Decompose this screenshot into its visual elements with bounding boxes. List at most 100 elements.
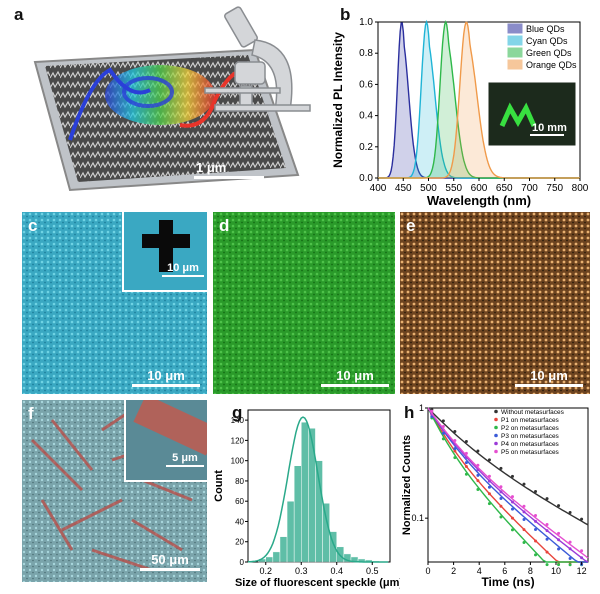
inset-photo-m-logo: [499, 102, 537, 128]
decay-point-4: [487, 479, 491, 483]
x-tick-label-4: 8: [528, 566, 533, 576]
decay-point-2: [557, 563, 561, 567]
legend-label-2: Green QDs: [526, 48, 572, 58]
inset-photo-scale-bar: [530, 134, 564, 136]
decay-point-5: [568, 540, 572, 544]
y-tick-label-0: 0.0: [359, 173, 373, 184]
panel-b: b 10 mm 400 450 500 550 600 650 700 750 800 0.0 0.2…: [330, 0, 600, 210]
histogram-bar-1: [265, 556, 274, 563]
x-tick-label-8: 800: [572, 183, 589, 194]
decay-point-0: [487, 458, 491, 462]
legend-swatch-2: [507, 47, 523, 58]
panel-e-texture: [400, 212, 590, 394]
x-tick-label-7: 750: [546, 183, 563, 194]
panel-f-label: f: [28, 404, 34, 423]
decay-point-2: [522, 540, 526, 544]
decay-point-1: [522, 528, 526, 532]
y-tick-label-7: 140: [231, 416, 245, 425]
decay-point-3: [441, 431, 445, 435]
series-line-3: [378, 21, 580, 179]
decay-point-1: [499, 504, 503, 508]
panel-c-scale: 10 μm: [132, 368, 200, 387]
decay-point-2: [545, 563, 549, 567]
series-fill-0: [378, 23, 580, 178]
panel-a: 1 μm a: [0, 0, 330, 200]
x-tick-label-6: 12: [577, 566, 587, 576]
blue-trace: [68, 67, 151, 141]
decay-fit-5: [427, 407, 589, 559]
legend-label-4: P4 on metasurfaces: [501, 441, 560, 448]
panel-b-label: b: [340, 5, 351, 24]
decay-point-5: [441, 424, 445, 428]
decay-point-0: [499, 466, 503, 470]
histogram-bar-8: [315, 460, 323, 563]
decay-point-0: [568, 510, 572, 514]
y-tick-label-4: 80: [235, 477, 244, 486]
decay-fit-0: [427, 407, 589, 526]
decay-point-2: [476, 488, 480, 492]
y-tick-label-1: 0.2: [359, 142, 373, 153]
legend-marker-5: [494, 449, 498, 454]
y-tick-label-1: 20: [235, 538, 244, 547]
panel-h: h 0 2 4 6 8 10 12 0.1 1 Time (ns) Normalized Count…: [400, 400, 600, 589]
pl-spectra-chart: 10 mm 400 450 500 550 600 650 700 750 800 0.0 0.2 0.…: [331, 17, 589, 208]
x-tick-label-0: 0.2: [259, 566, 272, 576]
panel-a-scale-text: 1 μm: [196, 160, 226, 175]
x-tick-label-3: 6: [502, 566, 507, 576]
decay-point-5: [534, 513, 538, 517]
decay-point-4: [545, 529, 549, 533]
x-tick-label-4: 600: [471, 183, 488, 194]
x-axis-label: Time (ns): [481, 575, 534, 589]
plot-frame: [427, 407, 589, 563]
panel-a-scale-bar: [194, 176, 264, 179]
panel-f-scale: 50 μm: [140, 552, 200, 571]
y-tick-label-5: 1.0: [359, 17, 373, 28]
legend-marker-1: [494, 417, 498, 422]
decay-point-3: [453, 447, 457, 451]
panel-h-label: h: [404, 403, 415, 422]
legend-label-0: Blue QDs: [526, 24, 565, 34]
decay-point-3: [464, 461, 468, 465]
legend-swatch-3: [507, 59, 523, 70]
decay-point-2: [441, 437, 445, 441]
inset-photo-scale-text: 10 mm: [532, 122, 567, 134]
panel-d-label: d: [219, 216, 230, 235]
y-tick-label-2: 40: [235, 517, 244, 526]
decay-point-1: [464, 464, 468, 468]
legend-label-3: P3 on metasurfaces: [501, 433, 560, 440]
decay-point-4: [580, 556, 584, 560]
decay-point-5: [476, 463, 480, 467]
decay-fit-2: [427, 407, 588, 563]
y-tick-label-3: 60: [235, 497, 244, 506]
decay-point-5: [522, 504, 526, 508]
panel-c-inset: 10 μm: [122, 212, 207, 292]
decay-point-4: [557, 538, 561, 542]
histogram-bar-3: [279, 536, 288, 563]
decay-point-2: [499, 515, 503, 519]
legend-label-1: P1 on metasurfaces: [501, 417, 560, 424]
x-tick-label-2: 4: [477, 566, 482, 576]
decay-point-1: [534, 539, 538, 543]
decay-point-3: [476, 473, 480, 477]
speckle-size-histogram: 0.2 0.3 0.4 0.5 0 20 40 60 80 100 120 140 Size of fl…: [213, 409, 403, 589]
decay-point-2: [510, 528, 514, 532]
panel-g-label: g: [232, 403, 243, 422]
decay-point-0: [476, 449, 480, 453]
inset-photo-background: [487, 81, 577, 147]
legend-swatch-0: [507, 23, 523, 34]
x-tick-label-1: 0.3: [295, 566, 308, 576]
x-tick-label-5: 10: [551, 566, 561, 576]
panel-c-label: c: [28, 216, 38, 235]
panel-d-scale-text: 10 μm: [336, 368, 374, 383]
decay-point-0: [522, 482, 526, 486]
y-tick-label-5: 100: [231, 457, 245, 466]
decay-point-0: [580, 517, 584, 521]
decay-point-2: [568, 563, 572, 567]
panel-f-inset-scale-text: 5 μm: [172, 452, 198, 464]
decay-point-3: [430, 415, 434, 419]
legend-label-2: P2 on metasurfaces: [501, 425, 560, 432]
y-tick-label-1: 1: [419, 403, 424, 413]
decay-point-5: [510, 495, 514, 499]
decay-point-2: [464, 472, 468, 476]
panel-c-inset-scale: 10 μm: [162, 262, 204, 277]
